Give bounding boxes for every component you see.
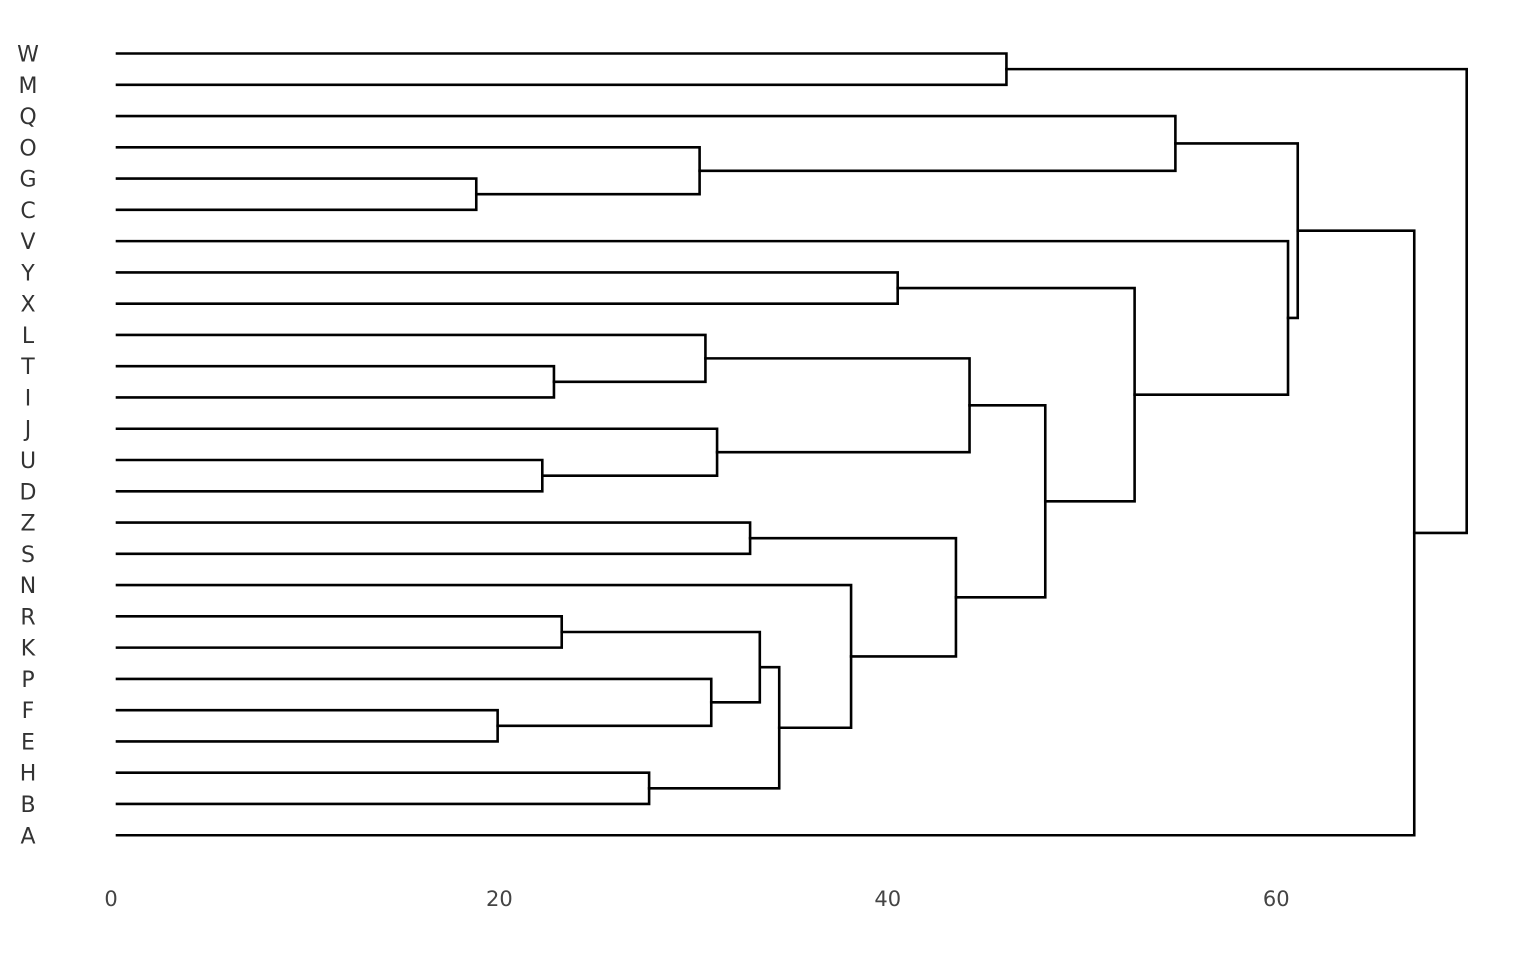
x-tick-label-60: 60 xyxy=(1263,887,1290,911)
branch-n6 xyxy=(115,458,544,493)
branch-n20 xyxy=(896,286,1136,503)
branch-n1 xyxy=(115,177,478,212)
leaf-label-t: T xyxy=(20,355,35,380)
branch-n12 xyxy=(115,677,713,728)
branch-n25 xyxy=(1005,67,1468,535)
leaf-label-o: O xyxy=(19,136,36,161)
leaf-label-h: H xyxy=(20,762,37,787)
branch-n23 xyxy=(115,229,1416,837)
branch-n22 xyxy=(1174,142,1300,320)
branch-n3 xyxy=(115,114,1177,173)
leaf-label-q: Q xyxy=(19,105,36,130)
leaf-label-s: S xyxy=(21,543,35,568)
branch-n9 xyxy=(115,521,752,556)
branch-n11 xyxy=(115,708,499,743)
leaf-label-z: Z xyxy=(20,512,35,537)
leaf-label-v: V xyxy=(20,230,35,255)
leaf-label-m: M xyxy=(19,74,38,99)
branch-n17 xyxy=(748,536,958,658)
x-tick-label-0: 0 xyxy=(104,887,117,911)
leaf-label-j: J xyxy=(23,418,32,443)
leaf-label-k: K xyxy=(21,637,36,662)
branch-n2 xyxy=(115,146,701,196)
leaf-label-b: B xyxy=(20,793,35,818)
leaf-label-x: X xyxy=(20,293,35,318)
leaf-label-y: Y xyxy=(20,261,35,286)
leaf-label-n: N xyxy=(20,574,36,599)
leaf-label-u: U xyxy=(20,449,36,474)
branch-n16 xyxy=(115,583,853,730)
leaf-label-w: W xyxy=(17,43,39,68)
branch-n19 xyxy=(115,271,899,305)
leaf-label-f: F xyxy=(22,699,35,724)
leaf-label-l: L xyxy=(22,324,35,349)
dendrogram-branches xyxy=(115,52,1468,837)
branch-n8 xyxy=(704,357,971,454)
leaf-label-i: I xyxy=(25,386,32,411)
branch-n5 xyxy=(115,333,707,384)
leaf-label-e: E xyxy=(21,730,35,755)
branch-n10 xyxy=(115,615,564,649)
branch-n24 xyxy=(115,52,1008,87)
branch-n21 xyxy=(115,239,1290,396)
branch-n7 xyxy=(115,427,719,477)
x-tick-label-20: 20 xyxy=(486,887,513,911)
branch-n4 xyxy=(115,364,556,399)
x-tick-label-40: 40 xyxy=(874,887,901,911)
branch-n14 xyxy=(115,771,651,806)
leaf-label-p: P xyxy=(21,668,34,693)
leaf-label-r: R xyxy=(20,605,35,630)
leaf-label-g: G xyxy=(19,168,36,193)
branch-n13 xyxy=(560,630,762,704)
leaf-label-a: A xyxy=(20,824,35,849)
leaf-label-c: C xyxy=(20,199,35,224)
leaf-label-d: D xyxy=(20,480,37,505)
x-axis: 0 20 40 60 xyxy=(104,887,1289,911)
